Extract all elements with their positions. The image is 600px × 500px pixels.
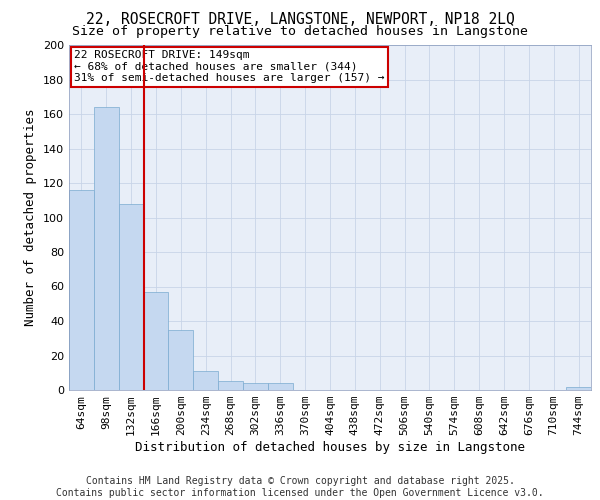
Y-axis label: Number of detached properties: Number of detached properties: [25, 109, 37, 326]
Text: 22 ROSECROFT DRIVE: 149sqm
← 68% of detached houses are smaller (344)
31% of sem: 22 ROSECROFT DRIVE: 149sqm ← 68% of deta…: [74, 50, 385, 84]
Bar: [69, 190, 94, 390]
X-axis label: Distribution of detached houses by size in Langstone: Distribution of detached houses by size …: [135, 441, 525, 454]
Bar: [268, 383, 293, 390]
Bar: [169, 330, 193, 390]
Bar: [94, 107, 119, 390]
Bar: [243, 383, 268, 390]
Bar: [143, 292, 169, 390]
Text: Contains HM Land Registry data © Crown copyright and database right 2025.
Contai: Contains HM Land Registry data © Crown c…: [56, 476, 544, 498]
Bar: [218, 382, 243, 390]
Bar: [566, 386, 591, 390]
Bar: [193, 371, 218, 390]
Text: Size of property relative to detached houses in Langstone: Size of property relative to detached ho…: [72, 25, 528, 38]
Text: 22, ROSECROFT DRIVE, LANGSTONE, NEWPORT, NP18 2LQ: 22, ROSECROFT DRIVE, LANGSTONE, NEWPORT,…: [86, 12, 514, 28]
Bar: [119, 204, 143, 390]
